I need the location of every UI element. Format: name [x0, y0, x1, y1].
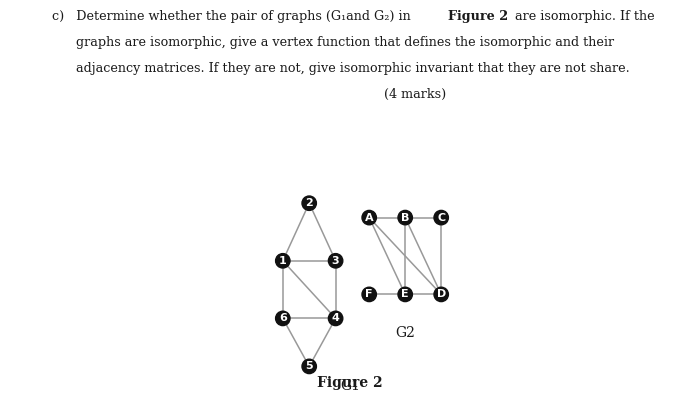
Circle shape: [302, 359, 316, 374]
Text: Figure 2: Figure 2: [448, 10, 508, 23]
Text: G2: G2: [395, 326, 415, 340]
Circle shape: [398, 210, 412, 225]
Text: 4: 4: [332, 314, 340, 323]
Text: 1: 1: [279, 256, 287, 266]
Circle shape: [276, 311, 290, 326]
Text: 5: 5: [305, 362, 313, 371]
Text: 6: 6: [279, 314, 287, 323]
Text: are isomorphic. If the: are isomorphic. If the: [511, 10, 654, 23]
Circle shape: [328, 311, 343, 326]
Text: c)   Determine whether the pair of graphs (G₁and G₂) in: c) Determine whether the pair of graphs …: [52, 10, 415, 23]
Circle shape: [434, 210, 449, 225]
Circle shape: [276, 254, 290, 268]
Text: Figure 2: Figure 2: [317, 376, 383, 390]
Text: C: C: [437, 213, 445, 222]
Text: graphs are isomorphic, give a vertex function that defines the isomorphic and th: graphs are isomorphic, give a vertex fun…: [52, 36, 615, 49]
Circle shape: [302, 196, 316, 210]
Text: 3: 3: [332, 256, 340, 266]
Text: F: F: [365, 290, 373, 299]
Text: D: D: [437, 290, 446, 299]
Circle shape: [362, 210, 377, 225]
Circle shape: [398, 287, 412, 302]
Text: G1: G1: [340, 378, 360, 393]
Text: (4 marks): (4 marks): [52, 88, 447, 101]
Text: adjacency matrices. If they are not, give isomorphic invariant that they are not: adjacency matrices. If they are not, giv…: [52, 62, 630, 75]
Text: A: A: [365, 213, 374, 222]
Text: 2: 2: [305, 198, 313, 208]
Circle shape: [362, 287, 377, 302]
Text: B: B: [401, 213, 410, 222]
Circle shape: [328, 254, 343, 268]
Text: E: E: [401, 290, 409, 299]
Circle shape: [434, 287, 449, 302]
